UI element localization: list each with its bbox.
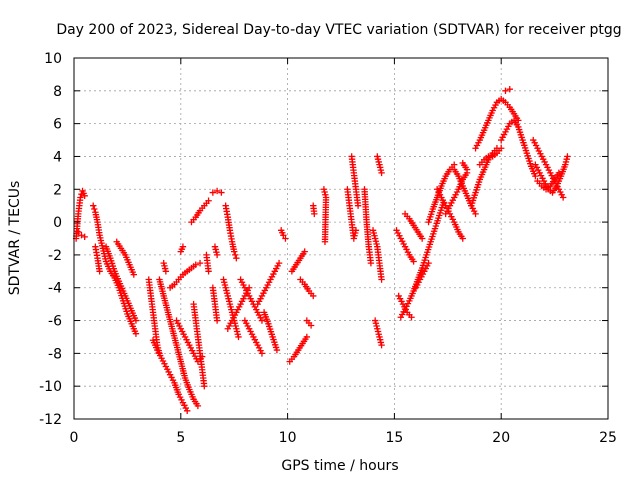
data-point	[231, 248, 238, 255]
data-point	[273, 346, 281, 354]
data-point	[196, 259, 204, 267]
data-point	[132, 330, 140, 337]
x-tick-label: 25	[599, 430, 617, 446]
x-tick-label: 15	[385, 430, 403, 446]
data-point	[205, 268, 212, 275]
data-point	[213, 187, 221, 195]
data-point	[81, 233, 88, 241]
data-point	[205, 197, 212, 204]
data-point	[75, 228, 82, 236]
data-point	[498, 145, 505, 152]
data-points	[72, 85, 571, 414]
data-point	[378, 341, 385, 349]
data-point	[303, 333, 311, 341]
data-point	[321, 238, 329, 245]
axis-ticks: 0 5 10 15 20 25 -12 -10 -8 -6 -4 -2 0 2 4 6 8 10	[39, 51, 617, 446]
data-point	[425, 259, 432, 267]
data-point	[418, 235, 426, 242]
data-point	[564, 153, 571, 160]
data-point	[410, 258, 417, 265]
data-point	[78, 232, 85, 239]
x-tick-label: 10	[279, 430, 297, 446]
data-point	[307, 322, 315, 329]
data-point	[310, 292, 317, 300]
y-tick-label: -4	[48, 281, 62, 297]
data-point	[91, 205, 98, 213]
data-point	[192, 261, 199, 268]
data-point	[354, 202, 362, 209]
y-tick-label: -6	[48, 314, 62, 330]
plot-frame	[73, 57, 609, 420]
data-point	[408, 314, 415, 321]
data-point	[130, 271, 138, 278]
data-point	[232, 251, 239, 259]
y-tick-label: 2	[53, 182, 62, 198]
data-point	[367, 259, 375, 267]
data-point	[209, 189, 217, 196]
data-point	[559, 194, 567, 201]
y-tick-label: -12	[39, 412, 62, 428]
data-point	[280, 232, 287, 239]
data-point	[532, 172, 539, 180]
data-point	[258, 350, 266, 357]
data-point	[132, 317, 140, 324]
data-point	[218, 189, 225, 196]
y-tick-label: 0	[53, 215, 62, 231]
data-point	[194, 402, 202, 410]
data-point	[472, 210, 479, 218]
y-axis-label: SDTVAR / TECUs	[7, 181, 23, 296]
data-point	[162, 268, 170, 275]
x-tick-label: 0	[70, 430, 79, 446]
data-point	[378, 276, 385, 283]
data-point	[378, 169, 385, 177]
data-point	[258, 317, 266, 324]
y-tick-label: -8	[48, 346, 62, 362]
y-tick-label: 10	[44, 51, 62, 67]
data-point	[90, 202, 97, 209]
y-tick-label: -10	[39, 379, 62, 395]
x-axis-label: GPS time / hours	[281, 458, 398, 474]
data-point	[179, 243, 187, 250]
y-tick-label: 6	[53, 117, 62, 133]
y-tick-label: 8	[53, 84, 62, 100]
data-point	[275, 259, 283, 267]
data-point	[235, 333, 242, 341]
data-point	[184, 407, 191, 414]
data-point	[463, 166, 471, 173]
data-point	[311, 210, 318, 218]
x-tick-label: 20	[492, 430, 510, 446]
data-point	[502, 87, 509, 95]
y-tick-label: 4	[53, 149, 62, 165]
data-point	[201, 382, 208, 390]
y-tick-label: -2	[48, 248, 62, 264]
data-point	[555, 169, 563, 177]
data-point	[459, 235, 466, 242]
data-point	[301, 248, 308, 255]
data-point	[81, 192, 88, 200]
data-point	[233, 254, 240, 262]
data-point	[213, 251, 221, 259]
chart-title: Day 200 of 2023, Sidereal Day-to-day VTE…	[56, 22, 621, 38]
data-point	[506, 85, 513, 93]
data-point	[282, 235, 289, 242]
data-point	[213, 317, 221, 324]
x-tick-label: 5	[176, 430, 185, 446]
grid-lines	[74, 58, 608, 419]
data-point	[77, 194, 84, 201]
data-point	[352, 227, 360, 234]
data-point	[96, 268, 103, 275]
